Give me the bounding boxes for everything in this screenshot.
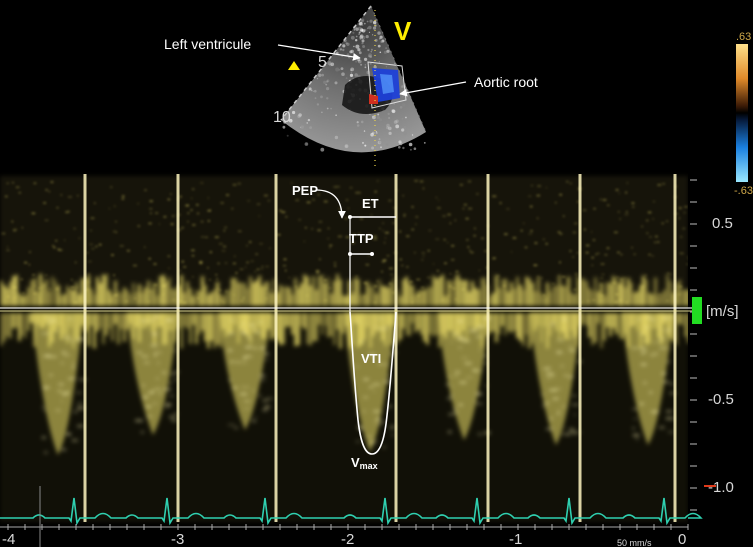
time-tick--1: -1: [509, 531, 522, 547]
depth-label-5: 5: [318, 54, 327, 71]
color-velocity-scale: .63 -.63: [734, 31, 753, 197]
annotation-aortic-root: Aortic root: [474, 74, 538, 90]
time-tick--3: -3: [171, 531, 184, 547]
echo-sector-view: V 5 10 Left ventricule Aortic root: [164, 5, 538, 170]
sweep-speed: 50 mm/s: [617, 538, 652, 547]
color-scale-bar: [736, 44, 748, 182]
label-et: ET: [362, 196, 379, 211]
annotation-left-ventricle: Left ventricule: [164, 36, 251, 52]
sector-edge-left: [280, 5, 372, 121]
arrow-pep: [315, 189, 346, 219]
time-tick--2: -2: [341, 531, 354, 547]
time-tick-0: 0: [678, 531, 686, 547]
arrow-aortic-root: [399, 81, 467, 97]
cardiac-cycle-markers: [83, 174, 677, 522]
color-flow-red: [369, 94, 378, 104]
doppler-spectrum: [0, 176, 688, 522]
time-tick--4: -4: [2, 531, 15, 547]
velocity-tick-0.5: 0.5: [712, 215, 733, 232]
label-ttp: TTP: [349, 231, 374, 246]
baseline-marker: [692, 297, 702, 324]
arrow-left-ventricle: [277, 44, 361, 61]
velocity-scale: 0.5 [m/s] -0.5 -1.0: [690, 179, 739, 511]
label-vti: VTI: [361, 351, 381, 366]
depth-label-10: 10: [273, 109, 291, 126]
velocity-tick-neg-0.5: -0.5: [708, 391, 734, 408]
view-marker: V: [394, 16, 412, 46]
velocity-tick-neg-1.0: -1.0: [708, 479, 734, 496]
velocity-unit: [m/s]: [706, 303, 739, 320]
label-pep: PEP: [292, 183, 318, 198]
orientation-triangle-icon: [288, 61, 300, 70]
color-doppler-box: [367, 61, 407, 109]
spectral-doppler-panel: PEP ET TTP VTI Vmax 0.5 [m/s] -0.5 -1.0 …: [0, 174, 739, 547]
label-vmax: Vmax: [351, 455, 378, 471]
color-scale-top: .63: [736, 31, 751, 43]
vti-envelope-outline: [349, 311, 397, 455]
ecg-trace: [0, 497, 703, 526]
time-axis: -4 -3 -2 -1 0 50 mm/s: [0, 486, 689, 547]
color-scale-bottom: -.63: [734, 185, 753, 197]
